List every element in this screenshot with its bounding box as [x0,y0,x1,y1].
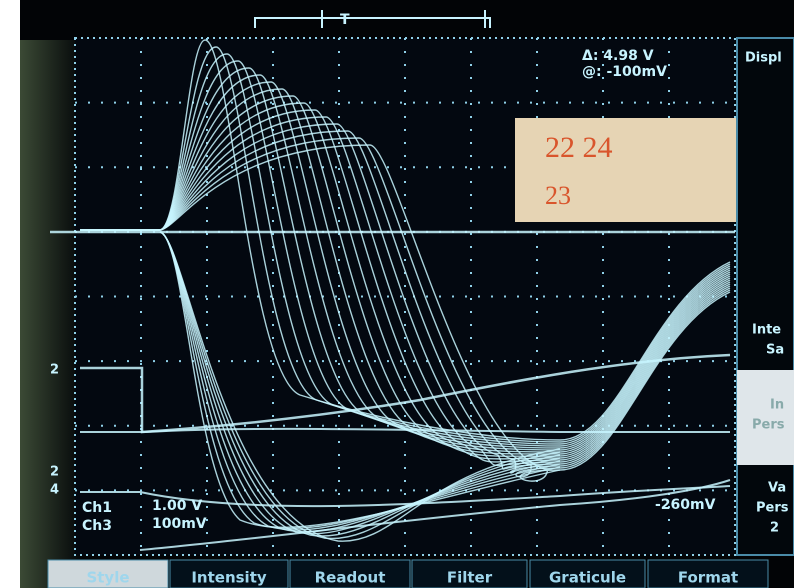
ch2-trace [80,427,730,433]
marker: 2 [50,363,59,378]
pulse-trace [80,109,731,463]
menu-button[interactable] [289,559,411,588]
menu-label: Intensity [191,569,267,587]
channel-scale: 1.00 V [152,498,202,514]
menu-button[interactable] [647,559,769,588]
delta-readout: Δ: 4.98 V [582,48,654,64]
menu-label: Graticule [549,569,626,587]
pulse-trace [80,74,731,451]
left-border [0,0,20,588]
marker: 4 [50,483,59,498]
pulse-trace [80,53,731,445]
side-menu-label: 2 [770,521,779,536]
dip-trace [159,231,561,533]
level-readout: -260mV [655,497,716,513]
trigger-bracket [254,10,491,28]
side-menu-label: Displ [745,51,782,66]
pulse-trace [80,102,731,460]
dip-trace [159,231,561,530]
marker: 2 [50,465,59,480]
ch2-trace [80,353,731,434]
at-readout: @: -100mV [582,64,667,80]
menu-label: Readout [315,569,386,587]
waveforms [50,39,735,551]
pulse-trace [80,144,731,482]
side-menu-label: Inte [752,323,781,338]
ch4-trace [80,485,731,508]
ch3-trace [139,479,731,551]
note-line: 23 [545,181,571,210]
menu-label: Filter [447,569,493,587]
dip-trace [159,231,561,535]
bezel-reflection [20,40,80,588]
menu-button[interactable] [529,559,646,588]
pulse-trace [80,130,731,474]
pulse-trace [80,116,731,467]
channel-scale: 100mV [152,516,207,532]
pulse-trace [80,39,731,441]
pulse-trace [80,137,731,478]
pulse-trace [80,88,731,455]
channel-label: Ch3 [82,518,112,534]
side-panel [736,37,794,556]
pulse-trace [80,60,731,447]
bottom-menu: Style Intensity Readout Filter Graticule Form… [47,559,769,588]
pulse-trace [80,123,731,470]
side-menu-label: Pers [756,501,789,516]
menu-label: Format [678,569,738,587]
side-menu-label: In [770,398,784,413]
pulse-trace [80,67,731,449]
note-line: 22 24 [545,131,613,164]
pulse-trace [80,95,731,457]
side-menu: Displ Inte Sa In Pers Va Pers 2 [736,37,794,556]
pulse-trace [80,46,731,443]
trigger-label: T [340,12,350,28]
screen [75,38,735,555]
menu-button[interactable] [411,559,528,588]
side-menu-label: Sa [766,343,784,358]
side-menu-label: Va [768,481,786,496]
menu-button[interactable] [169,559,289,588]
channel-label: Ch1 [82,500,112,516]
menu-label: Style [86,569,129,587]
side-menu-label: Pers [752,418,785,433]
dip-trace [159,231,561,531]
side-button[interactable] [737,370,794,465]
dip-trace [159,231,561,542]
menu-button[interactable] [47,559,169,588]
dip-trace [159,231,561,528]
